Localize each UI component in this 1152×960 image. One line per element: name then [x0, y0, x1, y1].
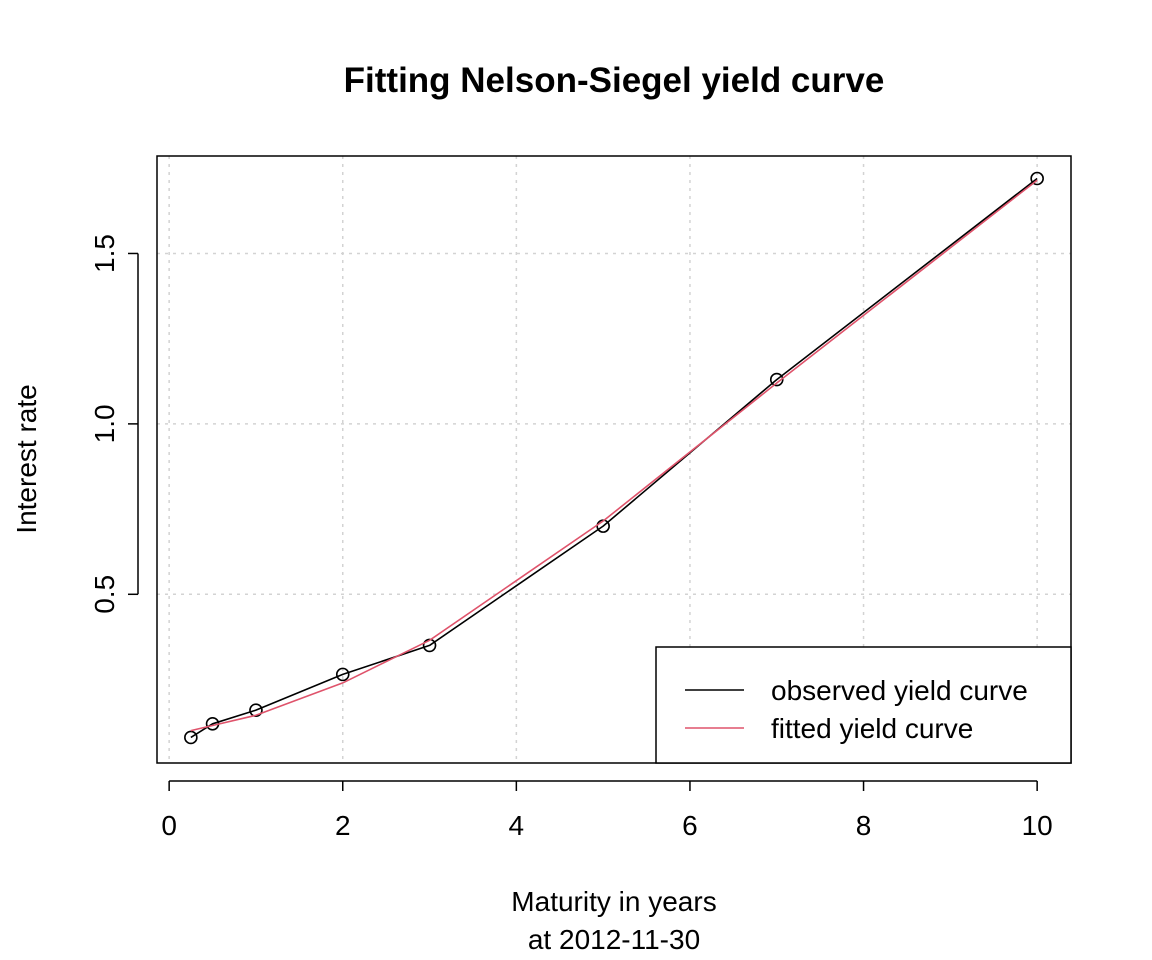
observed-data-point — [1030, 171, 1044, 186]
axes: 0 2 4 6 8 10 0.5 1.0 1.5 — [89, 155, 1072, 841]
observed-data-point — [335, 667, 350, 682]
x-axis-label: Maturity in years — [511, 886, 716, 917]
x-tick-label: 10 — [1022, 810, 1053, 841]
fitted-yield-line — [190, 179, 1038, 732]
legend: observed yield curve fitted yield curve — [655, 646, 1072, 764]
legend-label: observed yield curve — [771, 675, 1028, 706]
observed-yield-line — [190, 177, 1038, 739]
plot-frame — [156, 155, 1072, 764]
x-tick-label: 8 — [856, 810, 872, 841]
legend-label: fitted yield curve — [771, 713, 973, 744]
y-axis-label: Interest rate — [11, 384, 42, 533]
series — [184, 171, 1044, 745]
observed-data-point — [249, 703, 263, 717]
x-tick-label: 6 — [682, 810, 698, 841]
observed-data-point — [184, 730, 198, 745]
x-tick-label: 4 — [509, 810, 525, 841]
legend-box — [655, 646, 1072, 764]
x-tick-label: 2 — [335, 810, 351, 841]
y-tick-label: 0.5 — [89, 575, 120, 614]
y-tick-label: 1.5 — [89, 234, 120, 273]
x-tick-label: 0 — [161, 810, 177, 841]
x-axis-sublabel: at 2012-11-30 — [528, 924, 700, 955]
y-tick-label: 1.0 — [89, 404, 120, 443]
observed-data-point — [769, 372, 784, 387]
chart-title: Fitting Nelson-Siegel yield curve — [344, 61, 885, 100]
